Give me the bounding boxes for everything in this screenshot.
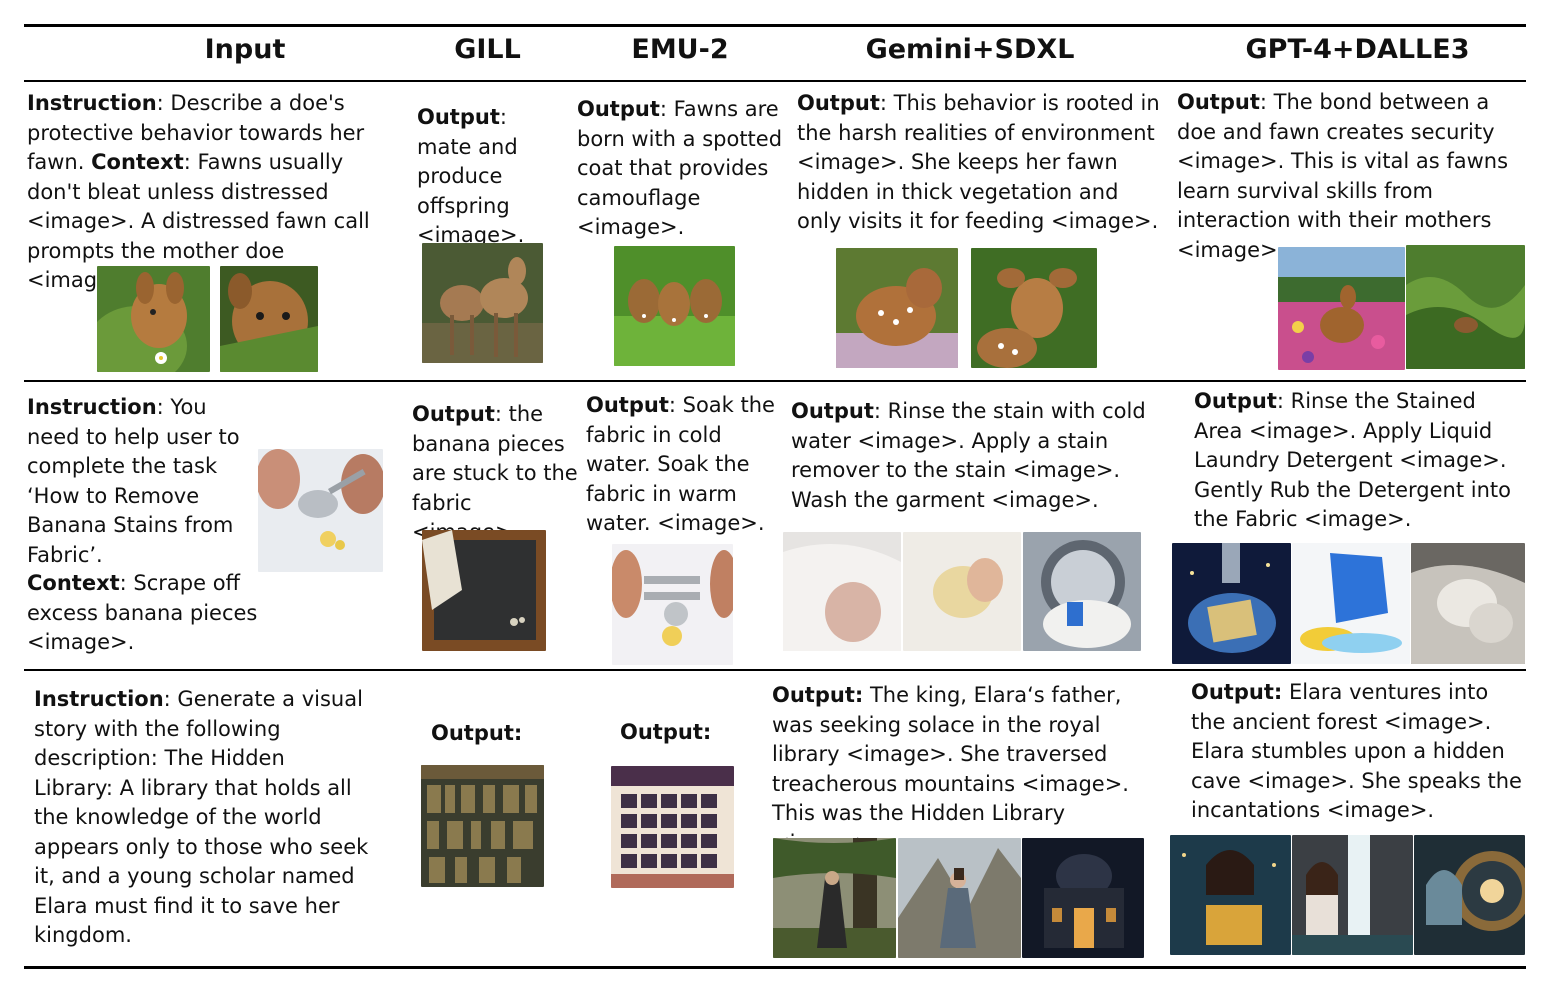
- header-gill: GILL: [454, 34, 521, 65]
- row3-gpt4-image-3: [1414, 835, 1525, 955]
- header-input: Input: [204, 34, 286, 65]
- row2-gill-image: [422, 530, 546, 651]
- output-label: Output: [586, 393, 669, 417]
- row3-gpt4-image-1: [1170, 835, 1291, 955]
- row-divider-2: [24, 669, 1526, 671]
- top-rule: [24, 24, 1526, 27]
- output-label: Output:: [431, 721, 523, 745]
- row2-emu2-image: [612, 544, 733, 665]
- row1-gemini-text: Output: This behavior is rooted in the h…: [797, 89, 1167, 237]
- row1-instruction: : Describe a doe's protective behavior t…: [27, 91, 365, 174]
- output-label: Output: [1177, 90, 1260, 114]
- row2-input-image: [258, 449, 383, 572]
- output-label: Output:: [772, 683, 864, 707]
- row2-gpt4-image-3: [1411, 543, 1525, 664]
- row2-gpt4-image-1: [1172, 543, 1291, 664]
- row1-input-text: Instruction: Describe a doe's protective…: [27, 89, 392, 296]
- row1-gemini-image-2: [971, 248, 1097, 368]
- row1-emu2-output: : Fawns are born with a spotted coat tha…: [577, 97, 783, 239]
- row1-gill-text: Output: mate and produce offspring <imag…: [417, 103, 567, 251]
- row1-gpt4-output: : The bond between a doe and fawn create…: [1177, 90, 1509, 262]
- context-label: Context: [27, 571, 120, 595]
- context-label: Context: [91, 150, 184, 174]
- row3-gemini-text: Output: The king, Elara‘s father, was se…: [772, 681, 1157, 858]
- row2-input-context: Context: Scrape off excess banana pieces…: [27, 569, 267, 658]
- row3-gpt4-output: Elara ventures into the ancient forest <…: [1191, 680, 1522, 822]
- output-label: Output: [577, 97, 660, 121]
- row3-emu2-label: Output:: [620, 718, 740, 748]
- row1-emu2-image: [614, 246, 735, 366]
- row1-input-image-1: [97, 266, 210, 372]
- row1-gill-image: [422, 243, 543, 363]
- output-label: Output: [1194, 389, 1277, 413]
- header-gemini-sdxl: Gemini+SDXL: [865, 34, 1075, 65]
- row1-context: : Fawns usually don't bleat unless distr…: [27, 150, 370, 292]
- row3-gill-image: [421, 765, 544, 887]
- row3-gpt4-image-2: [1292, 835, 1413, 955]
- header-emu2: EMU-2: [631, 34, 729, 65]
- row2-gemini-image-1: [783, 532, 901, 651]
- row3-gemini-image-1: [773, 838, 896, 958]
- row2-gemini-image-2: [903, 532, 1021, 651]
- output-label: Output:: [1191, 680, 1283, 704]
- row1-gpt4-image-2: [1406, 245, 1525, 369]
- output-label: Output: [412, 402, 495, 426]
- row2-input-instruction: Instruction: You need to help user to co…: [27, 393, 259, 570]
- row3-gemini-image-2: [898, 838, 1021, 958]
- row1-emu2-text: Output: Fawns are born with a spotted co…: [577, 95, 787, 243]
- output-label: Output: [797, 91, 880, 115]
- row2-gill-text: Output: the banana pieces are stuck to t…: [412, 400, 582, 548]
- row3-instruction: : Generate a visual story with the follo…: [34, 687, 369, 947]
- row1-gemini-output: : This behavior is rooted in the harsh r…: [797, 91, 1160, 233]
- row2-gemini-output: : Rinse the stain with cold water <image…: [791, 399, 1146, 512]
- row2-gpt4-image-2: [1292, 543, 1410, 664]
- row3-gill-label: Output:: [431, 719, 551, 749]
- row2-gpt4-text: Output: Rinse the Stained Area <image>. …: [1194, 387, 1529, 535]
- row1-gpt4-text: Output: The bond between a doe and fawn …: [1177, 88, 1532, 265]
- output-label: Output: [791, 399, 874, 423]
- row2-gill-output: : the banana pieces are stuck to the fab…: [412, 402, 578, 544]
- instruction-label: Instruction: [27, 91, 157, 115]
- row3-gemini-image-3: [1022, 838, 1144, 958]
- row-divider-1: [24, 380, 1526, 382]
- row3-input-text: Instruction: Generate a visual story wit…: [34, 685, 369, 951]
- row3-gpt4-text: Output: Elara ventures into the ancient …: [1191, 678, 1526, 826]
- row2-instruction: : You need to help user to complete the …: [27, 395, 240, 567]
- row3-gemini-output: The king, Elara‘s father, was seeking so…: [772, 683, 1129, 855]
- row2-gemini-text: Output: Rinse the stain with cold water …: [791, 397, 1161, 515]
- row3-emu2-image: [611, 766, 734, 888]
- instruction-label: Instruction: [27, 395, 157, 419]
- header-rule: [24, 80, 1526, 82]
- row1-gemini-image-1: [836, 248, 958, 368]
- output-label: Output:: [620, 720, 712, 744]
- row2-emu2-output: : Soak the fabric in cold water. Soak th…: [586, 393, 775, 535]
- row2-emu2-text: Output: Soak the fabric in cold water. S…: [586, 391, 776, 539]
- output-label: Output: [417, 105, 500, 129]
- header-gpt4-dalle3: GPT-4+DALLE3: [1245, 34, 1470, 65]
- bottom-rule: [24, 966, 1526, 969]
- row2-context: : Scrape off excess banana pieces <image…: [27, 571, 258, 654]
- row1-gpt4-image-1: [1278, 247, 1405, 370]
- instruction-label: Instruction: [34, 687, 164, 711]
- row2-gemini-image-3: [1023, 532, 1141, 651]
- row1-input-image-2: [220, 266, 318, 372]
- row2-gpt4-output: : Rinse the Stained Area <image>. Apply …: [1194, 389, 1511, 531]
